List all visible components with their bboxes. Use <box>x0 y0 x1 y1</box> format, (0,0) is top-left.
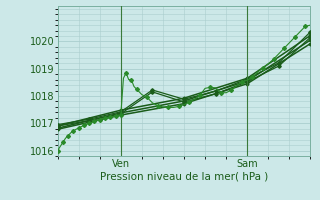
X-axis label: Pression niveau de la mer( hPa ): Pression niveau de la mer( hPa ) <box>100 172 268 182</box>
